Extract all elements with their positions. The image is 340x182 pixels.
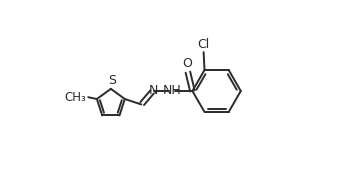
Text: O: O: [182, 57, 192, 70]
Text: Cl: Cl: [198, 38, 210, 51]
Text: N: N: [148, 84, 158, 97]
Text: S: S: [108, 74, 116, 87]
Text: NH: NH: [163, 84, 181, 98]
Text: CH₃: CH₃: [64, 91, 86, 104]
